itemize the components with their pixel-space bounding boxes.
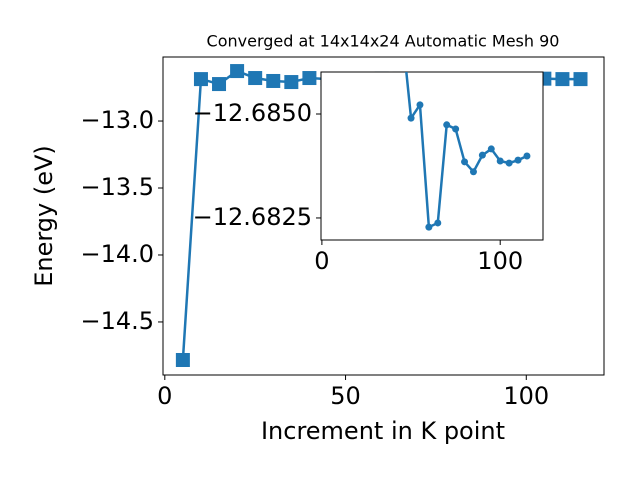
marker — [443, 121, 451, 129]
y-tick-label: −13.5 — [80, 173, 154, 201]
marker — [514, 156, 522, 164]
marker — [248, 71, 263, 86]
marker — [266, 73, 281, 88]
plot-area — [320, 71, 544, 241]
y-tick-label: −14.0 — [80, 240, 154, 268]
marker — [425, 223, 433, 231]
chart-title: Converged at 14x14x24 Automatic Mesh 90 — [207, 32, 560, 51]
x-tick-label: 0 — [314, 247, 329, 275]
marker — [434, 219, 442, 227]
y-tick-label: −14.5 — [80, 307, 154, 335]
marker — [469, 168, 477, 176]
marker — [478, 151, 486, 159]
marker — [416, 101, 424, 109]
marker — [407, 114, 415, 122]
marker — [523, 152, 531, 160]
marker — [573, 72, 588, 87]
marker — [461, 158, 469, 166]
series — [405, 72, 531, 231]
marker — [212, 77, 227, 92]
y-tick-label: −12.6825 — [193, 203, 312, 231]
x-tick-label: 50 — [330, 382, 361, 410]
marker — [487, 145, 495, 153]
marker — [230, 64, 245, 79]
marker — [175, 352, 190, 367]
x-tick-label: 100 — [503, 382, 549, 410]
marker — [452, 125, 460, 133]
x-axis-label: Increment in K point — [261, 417, 505, 445]
x-tick-label: 0 — [157, 382, 172, 410]
y-axis-label: Energy (eV) — [30, 145, 58, 287]
y-tick-label: −13.0 — [80, 106, 154, 134]
marker — [302, 71, 317, 86]
marker — [284, 75, 299, 90]
x-tick-label: 100 — [477, 247, 523, 275]
marker — [505, 159, 513, 167]
marker — [496, 157, 504, 165]
marker — [193, 72, 208, 87]
marker — [555, 72, 570, 87]
y-tick-label: −12.6850 — [193, 99, 312, 127]
